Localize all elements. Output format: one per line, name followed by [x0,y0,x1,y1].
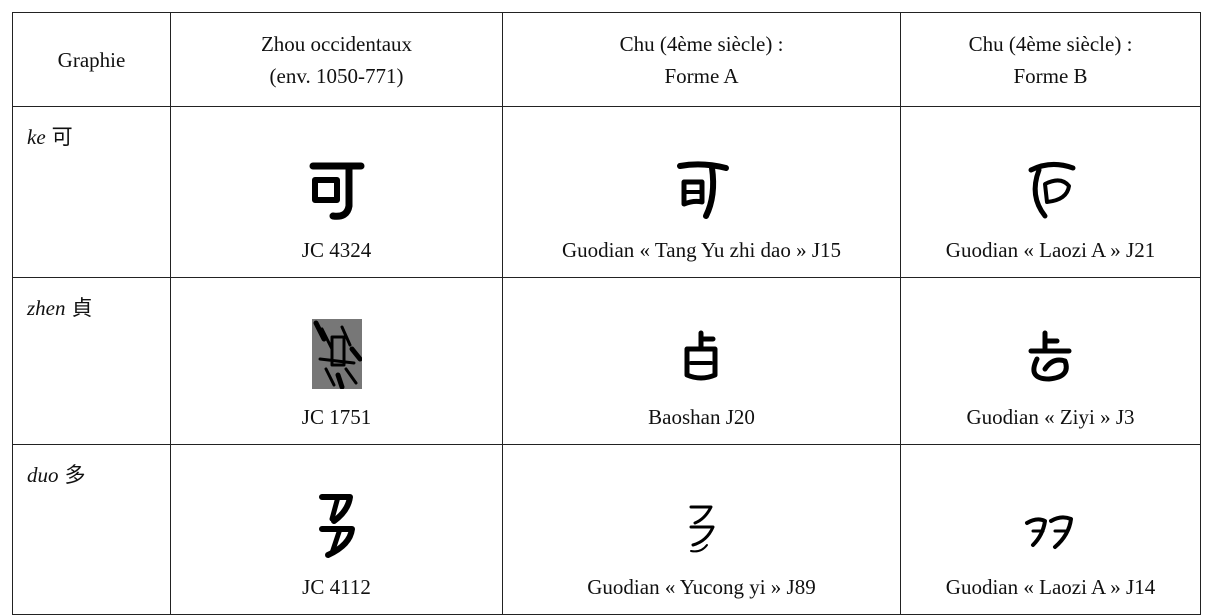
glyph-cell: Guodian « Yucong yi » J89 [502,444,901,615]
glyph-image [676,161,729,219]
page: Graphie Zhou occidentaux (env. 1050-771) … [12,12,1201,615]
glyph-cell: JC 4324 [170,106,503,278]
glyph-cell: Guodian « Tang Yu zhi dao » J15 [502,106,901,278]
header-cell: Chu (4ème siècle) : Forme B [900,12,1201,107]
pinyin: zhen [27,296,66,320]
header-text: Zhou occidentaux [260,31,413,56]
glyph-stroke [1031,356,1069,382]
glyph-stroke [1028,162,1075,173]
glyph-cell: JC 1751 [170,277,503,445]
glyph-stroke [689,525,714,547]
glyph-stroke [311,177,340,203]
glyph-stroke [1048,515,1073,549]
row-label: zhen 貞 [12,277,171,445]
glyph-stroke [313,320,362,389]
hanzi: 多 [64,463,86,487]
glyph-cell: Guodian « Laozi A » J14 [900,444,1201,615]
header-text: Chu (4ème siècle) : [619,31,784,56]
glyph-stroke [1024,517,1047,547]
glyph-image [684,330,717,381]
glyph-stroke [684,346,717,381]
row: ke 可 JC 4324 Guodian « Tang Yu zhi dao » … [12,106,1201,278]
glyph-stroke [318,325,357,387]
cell-content: JC 4324 [171,107,502,277]
glyph-stroke [1042,330,1059,352]
glyph-image [1028,330,1071,382]
script-table: Graphie Zhou occidentaux (env. 1050-771) … [12,12,1201,615]
cell-content: Guodian « Laozi A » J14 [901,445,1200,614]
header-cell: Chu (4ème siècle) : Forme A [502,12,901,107]
glyph-stroke [702,165,716,219]
row: duo 多 JC 4112 Guodian « Yucong yi » J89 G… [12,444,1201,615]
hanzi: 可 [51,125,73,149]
glyph-stroke [681,179,704,207]
glyph-image [1024,515,1073,549]
glyph-stroke [1042,178,1071,204]
header-row: Graphie Zhou occidentaux (env. 1050-771) … [12,12,1201,107]
cell-content: JC 1751 [171,278,502,444]
cell-content: Guodian « Ziyi » J3 [901,278,1200,444]
glyph-stroke [676,161,729,171]
glyph-image [309,162,364,220]
row-label: duo 多 [12,444,171,615]
glyph-cell: JC 4112 [170,444,503,615]
glyph-stroke [689,505,712,525]
pinyin: duo [27,463,59,487]
glyph-cell: Guodian « Ziyi » J3 [900,277,1201,445]
cell-content: Baoshan J20 [503,278,900,444]
cell-content: Guodian « Yucong yi » J89 [503,445,900,614]
glyph-stroke [329,494,340,522]
glyph-stroke [329,526,342,556]
glyph-cell: Baoshan J20 [502,277,901,445]
source: JC 1751 [301,405,372,429]
header-text: Graphie [57,47,126,72]
source: JC 4324 [301,238,372,262]
source: Guodian « Laozi A » J21 [945,238,1156,262]
header-cell: Zhou occidentaux (env. 1050-771) [170,12,503,107]
glyph-stroke [318,494,353,524]
glyph-stroke [689,544,708,553]
glyph-cell: Guodian « Laozi A » J21 [900,106,1201,278]
glyph-stroke [1032,167,1047,219]
cell-content: Guodian « Tang Yu zhi dao » J15 [503,107,900,277]
glyph-image [1028,162,1075,219]
glyph-stroke [329,162,352,220]
pinyin: ke [27,125,46,149]
header-text: Chu (4ème siècle) : [968,31,1133,56]
source: Baoshan J20 [648,405,755,429]
header-text: Forme B [1013,63,1088,88]
glyph-image [311,319,362,389]
source: Guodian « Tang Yu zhi dao » J15 [561,238,842,262]
glyph-image [318,494,355,558]
source: Guodian « Ziyi » J3 [966,405,1135,429]
cell-content: JC 4112 [171,445,502,614]
row-label: ke 可 [12,106,171,278]
header-text: Forme A [664,63,739,88]
hanzi: 貞 [71,296,93,320]
glyph-image [689,505,714,553]
header-text: (env. 1050-771) [269,63,404,88]
cell-content: Guodian « Laozi A » J21 [901,107,1200,277]
header-cell: Graphie [12,12,171,107]
row: zhen 貞 JC 1751 Baoshan J20 Guodian « Ziyi… [12,277,1201,445]
glyph-stroke [698,330,715,350]
